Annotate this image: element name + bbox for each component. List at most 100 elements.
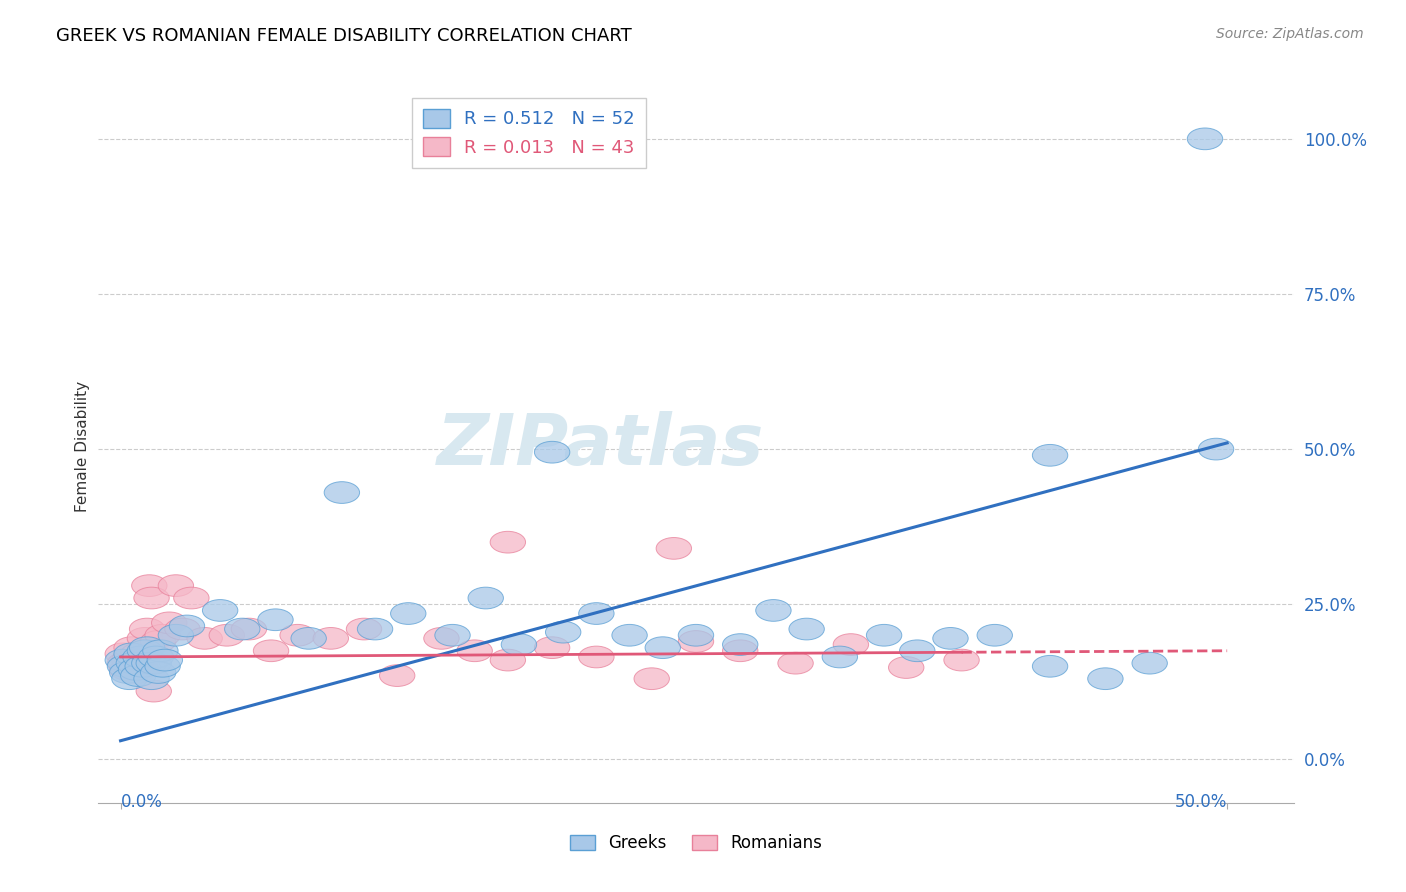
Ellipse shape (202, 599, 238, 622)
Ellipse shape (900, 640, 935, 662)
Ellipse shape (174, 587, 209, 609)
Ellipse shape (1032, 444, 1067, 467)
Ellipse shape (612, 624, 647, 646)
Ellipse shape (678, 631, 714, 652)
Ellipse shape (107, 656, 142, 677)
Ellipse shape (634, 668, 669, 690)
Ellipse shape (778, 652, 813, 674)
Ellipse shape (134, 668, 169, 690)
Y-axis label: Female Disability: Female Disability (75, 380, 90, 512)
Ellipse shape (142, 640, 179, 662)
Ellipse shape (121, 643, 156, 665)
Ellipse shape (118, 658, 153, 681)
Ellipse shape (225, 618, 260, 640)
Ellipse shape (111, 649, 148, 671)
Legend: Greeks, Romanians: Greeks, Romanians (564, 828, 828, 859)
Ellipse shape (209, 624, 245, 646)
Ellipse shape (1187, 128, 1223, 150)
Ellipse shape (141, 631, 176, 652)
Ellipse shape (127, 627, 163, 649)
Ellipse shape (145, 656, 180, 677)
Ellipse shape (491, 532, 526, 553)
Ellipse shape (346, 618, 381, 640)
Text: 50.0%: 50.0% (1175, 794, 1227, 812)
Ellipse shape (107, 652, 142, 674)
Ellipse shape (1198, 438, 1234, 460)
Ellipse shape (501, 633, 537, 656)
Ellipse shape (1088, 668, 1123, 690)
Ellipse shape (789, 618, 824, 640)
Ellipse shape (657, 538, 692, 559)
Ellipse shape (645, 637, 681, 658)
Ellipse shape (110, 658, 145, 681)
Ellipse shape (132, 652, 167, 674)
Text: GREEK VS ROMANIAN FEMALE DISABILITY CORRELATION CHART: GREEK VS ROMANIAN FEMALE DISABILITY CORR… (56, 27, 631, 45)
Ellipse shape (889, 657, 924, 679)
Ellipse shape (117, 652, 152, 674)
Ellipse shape (579, 646, 614, 668)
Text: 0.0%: 0.0% (121, 794, 163, 812)
Ellipse shape (159, 624, 194, 646)
Ellipse shape (534, 637, 569, 658)
Ellipse shape (977, 624, 1012, 646)
Ellipse shape (114, 643, 149, 665)
Ellipse shape (253, 640, 288, 662)
Ellipse shape (280, 624, 315, 646)
Text: ZIPatlas: ZIPatlas (437, 411, 763, 481)
Ellipse shape (1132, 652, 1167, 674)
Ellipse shape (129, 637, 165, 658)
Ellipse shape (325, 482, 360, 503)
Ellipse shape (105, 643, 141, 665)
Ellipse shape (457, 640, 492, 662)
Ellipse shape (145, 624, 180, 646)
Ellipse shape (834, 633, 869, 656)
Ellipse shape (117, 656, 152, 677)
Ellipse shape (257, 609, 294, 631)
Ellipse shape (122, 646, 159, 668)
Ellipse shape (491, 649, 526, 671)
Ellipse shape (105, 649, 141, 671)
Ellipse shape (357, 618, 392, 640)
Ellipse shape (579, 603, 614, 624)
Ellipse shape (159, 574, 194, 597)
Ellipse shape (110, 662, 145, 683)
Ellipse shape (111, 668, 148, 690)
Ellipse shape (291, 627, 326, 649)
Ellipse shape (136, 681, 172, 702)
Ellipse shape (125, 656, 160, 677)
Ellipse shape (125, 646, 160, 668)
Ellipse shape (723, 633, 758, 656)
Ellipse shape (121, 665, 156, 687)
Ellipse shape (756, 599, 792, 622)
Ellipse shape (152, 612, 187, 633)
Ellipse shape (141, 662, 176, 683)
Ellipse shape (187, 627, 222, 649)
Ellipse shape (434, 624, 470, 646)
Ellipse shape (169, 615, 205, 637)
Ellipse shape (678, 624, 714, 646)
Ellipse shape (823, 646, 858, 668)
Ellipse shape (723, 640, 758, 662)
Ellipse shape (391, 603, 426, 624)
Ellipse shape (132, 574, 167, 597)
Ellipse shape (136, 652, 172, 674)
Ellipse shape (866, 624, 901, 646)
Ellipse shape (423, 627, 460, 649)
Ellipse shape (943, 649, 979, 671)
Ellipse shape (138, 646, 174, 668)
Ellipse shape (380, 665, 415, 687)
Ellipse shape (546, 622, 581, 643)
Ellipse shape (114, 637, 149, 658)
Ellipse shape (314, 627, 349, 649)
Ellipse shape (118, 662, 153, 683)
Ellipse shape (129, 618, 165, 640)
Text: Source: ZipAtlas.com: Source: ZipAtlas.com (1216, 27, 1364, 41)
Ellipse shape (231, 618, 267, 640)
Ellipse shape (148, 649, 183, 671)
Ellipse shape (1032, 656, 1067, 677)
Ellipse shape (534, 442, 569, 463)
Ellipse shape (134, 587, 169, 609)
Ellipse shape (468, 587, 503, 609)
Ellipse shape (127, 640, 163, 662)
Ellipse shape (165, 618, 200, 640)
